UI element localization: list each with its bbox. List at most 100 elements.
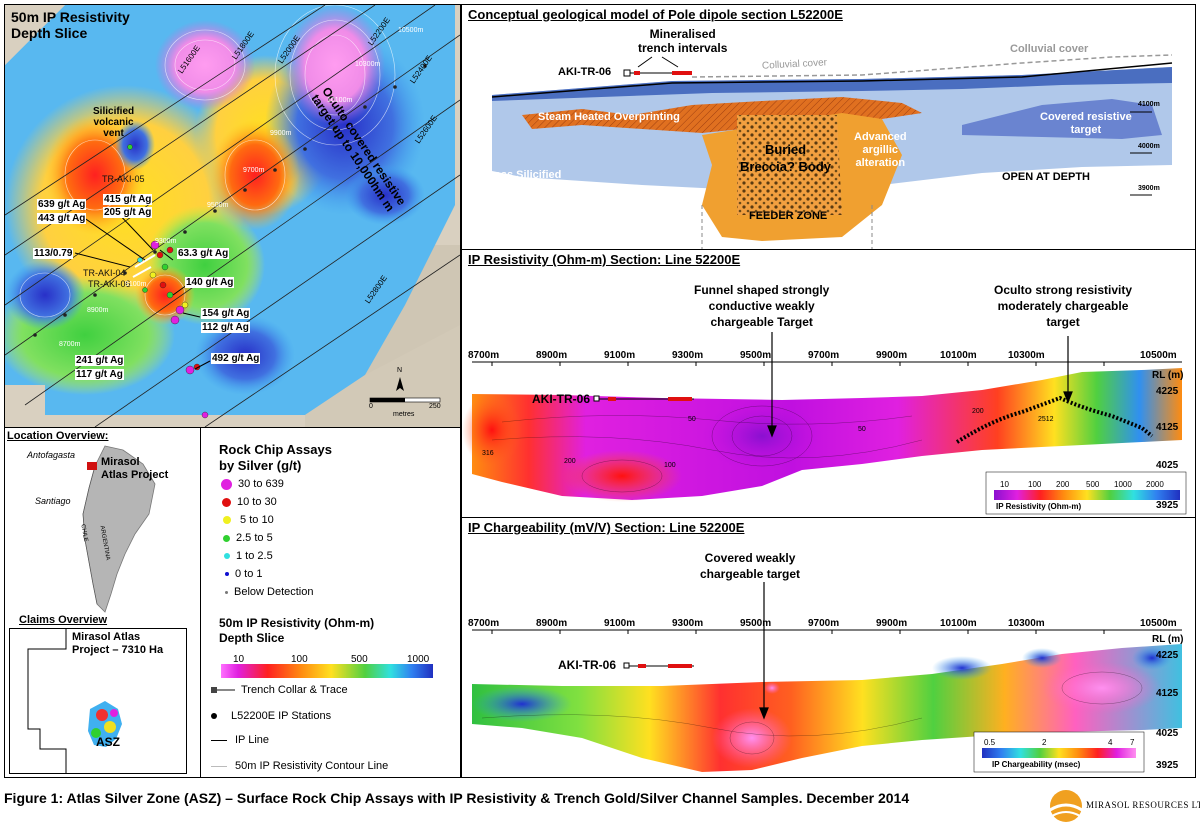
station-label: 8900m (536, 618, 568, 629)
res-scale-label: IP Resistivity (Ohm-m) (996, 502, 1082, 511)
scale-unit: metres (393, 411, 415, 418)
res-tick: 100 (291, 654, 308, 665)
res-contour-label: 100 (664, 462, 676, 469)
station-label: 8900m (536, 350, 568, 361)
legend-item: 0 to 1 (221, 568, 263, 580)
company-name: MIRASOL RESOURCES LTD (1086, 800, 1200, 810)
rl-value: 4225 (1156, 386, 1179, 397)
claims-zone: ASZ (96, 735, 120, 749)
rl-value: 3925 (1156, 760, 1179, 771)
station-label: 9300m (672, 618, 704, 629)
chargeability-colorbar (982, 748, 1136, 758)
rl-label: RL (m) (1152, 370, 1184, 381)
legend-item: 2.5 to 5 (221, 532, 273, 544)
chargeability-section-panel: IP Chargeability (mV/V) Section: Line 52… (461, 518, 1196, 778)
station-label: 10500m (1140, 350, 1177, 361)
station-label: 8700m (468, 350, 500, 361)
chg-scale-tick: 4 (1108, 738, 1113, 747)
station-label: 9700m (808, 618, 840, 629)
chg-trench-id: AKI-TR-06 (558, 658, 617, 672)
legend-swatch (222, 497, 231, 507)
res-contour-label: 316 (482, 450, 494, 457)
rl-value: 4125 (1156, 422, 1179, 433)
covered-target-label: Covered weakly chargeable target (700, 551, 801, 581)
legend-item: 5 to 10 (221, 514, 274, 526)
steam-label: Steam Heated Overprinting (538, 111, 680, 123)
res-scale-tick: 10 (1000, 480, 1009, 489)
station-label: 10300m (355, 61, 381, 68)
location-overview-panel: Location Overview: Antofagasta Santiago … (4, 428, 200, 778)
claims-project: Mirasol Atlas Project – 7310 Ha (72, 631, 164, 656)
legend-swatch (223, 534, 230, 542)
scale-zero: 0 (369, 403, 373, 410)
station-label: 9900m (270, 130, 292, 137)
station-label: 8700m (468, 618, 500, 629)
station-symbol-icon (211, 713, 217, 720)
assay-legend-title: Rock Chip Assays by Silver (g/t) (219, 442, 332, 473)
trench-label-06: TR-AKI-06 (88, 279, 131, 289)
geo-trench-id: AKI-TR-06 (558, 66, 612, 78)
chargeability-section (472, 582, 1182, 773)
rl-value: 3925 (1156, 500, 1179, 511)
trench-intervals-label: Mineralised trench intervals (638, 27, 728, 55)
legend-swatch (221, 478, 232, 490)
legend-swatch (225, 572, 229, 577)
resistivity-section (462, 332, 1187, 515)
station-label: 9900m (876, 350, 908, 361)
res-contour-label: 50 (688, 416, 696, 423)
depth-label: 4000m (1138, 143, 1160, 150)
location-project: Mirasol Atlas Project (101, 456, 169, 481)
station-label: 9100m (125, 281, 147, 288)
assay-label: 241 g/t Ag (75, 355, 125, 366)
station-label: 9300m (672, 350, 704, 361)
resistivity-colorbar (994, 490, 1180, 500)
res-scale-tick: 1000 (1114, 480, 1132, 489)
assay-label: 443 g/t Ag (37, 213, 87, 224)
city-antofagasta: Antofagasta (27, 450, 76, 460)
station-label: 9500m (207, 202, 229, 209)
res-contour-label: 200 (564, 458, 576, 465)
breccia-label: Buried Breccia? Body (740, 142, 832, 174)
legend-item: 30 to 639 (221, 478, 284, 490)
resistivity-map (5, 5, 460, 427)
resistivity-section-panel: IP Resistivity (Ohm-m) Section: Line 522… (461, 250, 1196, 518)
symbol-ip-line: IP Line (211, 734, 269, 746)
geological-model-diagram (491, 54, 1173, 249)
res-scale-tick: 2000 (1146, 480, 1164, 489)
south-america-map (82, 445, 156, 613)
res-contour-label: 50 (858, 426, 866, 433)
chg-scale-label: IP Chargeability (msec) (992, 760, 1081, 769)
rl-label: RL (m) (1152, 634, 1184, 645)
assay-label: 63.3 g/t Ag (177, 248, 230, 259)
legend-swatch (224, 553, 230, 560)
assay-label: 113/0.79 (33, 248, 74, 259)
trench-symbol-icon (211, 687, 217, 694)
open-at-depth-label: OPEN AT DEPTH (1002, 171, 1091, 183)
station-label: 9500m (740, 618, 772, 629)
assay-label: 154 g/t Ag (201, 308, 251, 319)
station-label: 10500m (398, 27, 424, 34)
assay-label: 639 g/t Ag (37, 199, 87, 210)
rl-value: 4025 (1156, 728, 1179, 739)
assay-label: 112 g/t Ag (201, 322, 250, 333)
claims-title: Claims Overview (19, 614, 108, 626)
assay-label: 492 g/t Ag (211, 353, 261, 364)
station-label: 9700m (808, 350, 840, 361)
assay-label: 205 g/t Ag (103, 207, 153, 218)
resistivity-map-panel: 50m IP Resistivity Depth Slice Oculto cov… (4, 4, 461, 428)
station-label: 8700m (59, 341, 81, 348)
chg-section-title: IP Chargeability (mV/V) Section: Line 52… (468, 520, 745, 535)
oculto-target-label: Oculto strong resistivity moderately char… (994, 283, 1133, 329)
legend-swatch (223, 516, 231, 525)
station-label: 9500m (740, 350, 772, 361)
station-label: 10100m (940, 618, 977, 629)
depth-label: 4100m (1138, 101, 1160, 108)
vent-label: Silicified volcanic vent (93, 106, 135, 139)
ip-line-icon (211, 739, 227, 741)
argillic-label: Advanced argillic alteration (854, 131, 907, 169)
res-contour-label: 2512 (1038, 416, 1054, 423)
station-label: 9900m (876, 618, 908, 629)
resistivity-legend-title: 50m IP Resistivity (Ohm-m) Depth Slice (219, 616, 375, 645)
north-label: N (397, 367, 403, 374)
station-label: 10100m (940, 350, 977, 361)
